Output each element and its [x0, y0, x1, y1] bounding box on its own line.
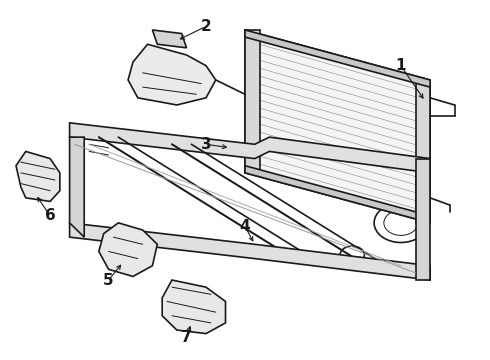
Text: 3: 3 — [201, 137, 211, 152]
Polygon shape — [245, 30, 430, 223]
Polygon shape — [99, 223, 157, 276]
Polygon shape — [70, 223, 430, 280]
Text: 5: 5 — [103, 273, 114, 288]
Polygon shape — [245, 30, 430, 87]
Text: 1: 1 — [395, 58, 406, 73]
Polygon shape — [70, 123, 430, 173]
Polygon shape — [70, 137, 84, 237]
Text: 6: 6 — [45, 208, 55, 223]
Polygon shape — [152, 30, 187, 48]
Text: 4: 4 — [240, 219, 250, 234]
Polygon shape — [245, 30, 260, 173]
Polygon shape — [416, 80, 430, 223]
Polygon shape — [16, 152, 60, 202]
Polygon shape — [162, 280, 225, 334]
Text: 2: 2 — [200, 19, 211, 34]
Polygon shape — [416, 158, 430, 280]
Polygon shape — [245, 166, 430, 223]
Polygon shape — [128, 44, 216, 105]
Text: 7: 7 — [181, 330, 192, 345]
